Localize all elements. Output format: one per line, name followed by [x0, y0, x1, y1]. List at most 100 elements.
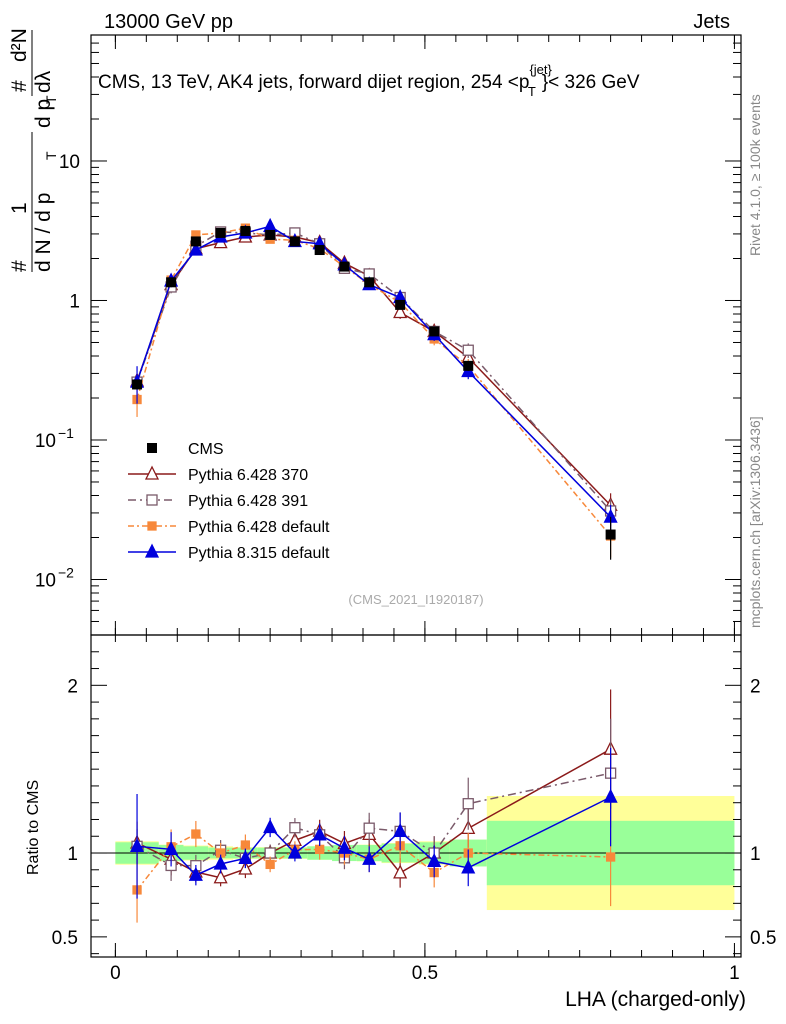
cms-data-point	[215, 227, 226, 238]
series-point	[393, 304, 408, 319]
rivet-version-label: Rivet 4.1.0, ≥ 100k events	[747, 94, 763, 256]
legend-entry-4: Pythia 8.315 default	[128, 543, 330, 562]
x-axis-label: LHA (charged-only)	[565, 988, 746, 1011]
ratio-point	[164, 840, 179, 855]
y-tick-label: 10	[59, 152, 80, 173]
series-point	[188, 241, 203, 256]
legend-entry-0: CMS	[147, 441, 224, 458]
ratio-point	[312, 826, 327, 841]
legend-marker	[147, 443, 157, 453]
y-tick-label: 10	[35, 431, 56, 452]
ratio-point	[461, 859, 476, 874]
mcplots-label: mcplots.cern.ch [arXiv:1306.3436]	[747, 416, 763, 628]
y-label-dN-dpT: d N / d p	[32, 193, 55, 272]
cms-data-point	[289, 236, 300, 247]
series-line	[136, 227, 612, 537]
legend-label: Pythia 6.428 391	[188, 493, 308, 510]
ratio-point	[393, 864, 408, 879]
header-left-label: 13000 GeV pp	[104, 11, 233, 33]
cms-data-point	[314, 245, 325, 256]
ratio-point	[264, 847, 276, 859]
ratio-point	[240, 840, 251, 850]
plot-title-text: CMS, 13 TeV, AK4 jets, forward dijet reg…	[98, 62, 640, 99]
ratio-series-line	[136, 772, 611, 867]
y-axis-label: # 1 d N / d p T # d²N d p dλ T	[8, 28, 59, 272]
ratio-series-group	[129, 689, 618, 923]
ratio-point	[315, 844, 325, 855]
cms-data-point	[395, 299, 406, 310]
y-label-hash-1: #	[8, 260, 31, 272]
plot-title-sup: {jet}	[529, 62, 552, 77]
ratio-tick-label-right: 1	[750, 844, 761, 865]
ratio-point	[188, 866, 203, 881]
y-tick-label: 10	[35, 570, 56, 591]
series-line	[136, 231, 612, 512]
cms-data-point	[132, 379, 143, 390]
y-label-d2N: d²N	[8, 28, 31, 62]
ratio-point	[213, 855, 228, 870]
ratio-point	[362, 850, 377, 865]
ratio-tick-label-left: 0.5	[52, 928, 78, 949]
ratio-series-line	[136, 796, 611, 877]
y-label-sub-T-1: T	[43, 151, 59, 160]
ratio-point	[213, 869, 228, 884]
ratio-tick-label-right: 2	[750, 676, 761, 697]
x-tick-label: 0	[110, 963, 121, 984]
y-tick-exponent: −1	[58, 425, 74, 441]
legend-marker	[146, 494, 158, 506]
cms-data-point	[190, 236, 201, 247]
series-point	[462, 344, 474, 356]
cms-data-point	[605, 529, 616, 540]
ratio-point	[363, 822, 375, 834]
cms-data-point	[463, 360, 474, 371]
ratio-y-axis-label: Ratio to CMS	[25, 780, 42, 875]
legend-entry-1: Pythia 6.428 370	[128, 465, 308, 484]
plot-title: CMS, 13 TeV, AK4 jets, forward dijet reg…	[98, 62, 640, 99]
legend-label: Pythia 8.315 default	[188, 545, 330, 562]
plot-title-prefix: CMS, 13 TeV, AK4 jets, forward dijet reg…	[98, 72, 529, 93]
ratio-point	[191, 829, 201, 839]
ratio-point	[129, 837, 145, 852]
ratio-point	[605, 852, 616, 862]
legend-label: Pythia 6.428 default	[188, 519, 330, 536]
ratio-point	[603, 788, 618, 803]
legend: CMS Pythia 6.428 370 Pythia 6.428 391 Pythi…	[128, 441, 330, 562]
ratio-point	[265, 859, 275, 870]
y-label-dpT-dl: d p dλ	[32, 70, 55, 128]
x-tick-label: 0.5	[412, 963, 438, 984]
cms-data-point	[240, 225, 251, 236]
ratio-point	[287, 844, 302, 859]
y-tick-label: 1	[69, 291, 80, 312]
ratio-tick-label-right: 0.5	[750, 928, 776, 949]
cms-data-point	[339, 261, 350, 272]
series-3	[129, 217, 618, 533]
header-right-label: Jets	[693, 11, 730, 33]
legend-entry-3: Pythia 6.428 default	[128, 519, 330, 536]
series-point	[263, 217, 278, 232]
legend-label: Pythia 6.428 370	[188, 467, 308, 484]
cms-data-point	[364, 277, 375, 288]
ratio-point	[238, 849, 253, 864]
analysis-id-label: (CMS_2021_I1920187)	[348, 592, 483, 607]
legend-marker	[144, 543, 160, 558]
ratio-point	[393, 822, 408, 838]
legend-marker	[147, 521, 157, 531]
ratio-point	[337, 839, 352, 854]
y-label-hash-2: #	[8, 80, 31, 92]
ratio-point	[289, 822, 301, 834]
ratio-plot-frame	[90, 634, 742, 958]
ratio-series-3	[129, 747, 618, 899]
series-line	[136, 225, 612, 518]
ratio-point	[462, 798, 474, 810]
y-tick-exponent: −2	[58, 564, 74, 580]
y-label-sub-T-2: T	[43, 95, 59, 104]
legend-label: CMS	[188, 441, 224, 458]
plot-title-sub: T	[528, 84, 536, 99]
ratio-point	[263, 818, 278, 834]
cms-data-point	[429, 326, 440, 337]
y-label-one: 1	[8, 202, 31, 214]
ratio-tick-label-left: 1	[67, 844, 78, 865]
legend-entry-2: Pythia 6.428 391	[128, 493, 308, 510]
